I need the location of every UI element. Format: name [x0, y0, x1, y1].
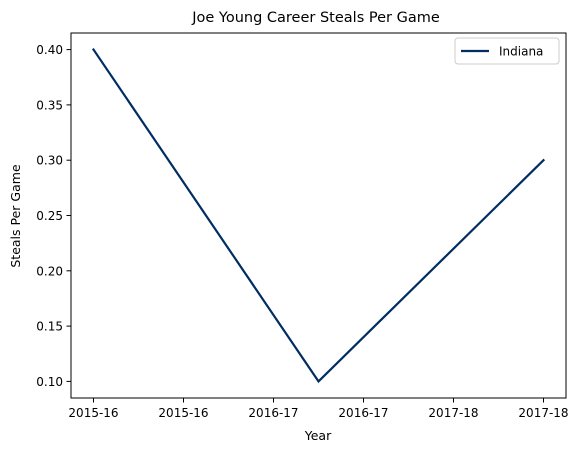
- legend-box: [454, 37, 560, 65]
- y-tick-label: 0.40: [36, 43, 63, 57]
- x-tick-label: 2016-17: [248, 406, 298, 420]
- x-tick-label: 2015-16: [158, 406, 208, 420]
- series-line-0: [91, 48, 546, 384]
- x-tick-label: 2017-18: [518, 406, 568, 420]
- y-tick-label: 0.25: [36, 209, 63, 223]
- x-axis-label: Year: [304, 428, 332, 443]
- y-axis-label: Steals Per Game: [8, 164, 23, 268]
- x-tick-label: 2016-17: [338, 406, 388, 420]
- plot-area: [91, 48, 546, 384]
- legend-label: Indiana: [499, 45, 543, 59]
- axes-frame: [70, 32, 567, 399]
- x-tick-label: 2015-16: [68, 406, 118, 420]
- y-tick-label: 0.35: [36, 98, 63, 112]
- x-tick-label: 2017-18: [428, 406, 478, 420]
- axes: 0.10 0.15 0.20 0.25 0.30 0.35 0.40 2015-16 2015-…: [36, 32, 569, 420]
- y-tick-label: 0.10: [36, 375, 63, 389]
- chart-title: Joe Young Career Steals Per Game: [191, 10, 440, 26]
- legend: Indiana: [454, 37, 560, 65]
- y-tick-label: 0.15: [36, 320, 63, 334]
- y-tick-label: 0.30: [36, 154, 63, 168]
- y-tick-label: 0.20: [36, 264, 63, 278]
